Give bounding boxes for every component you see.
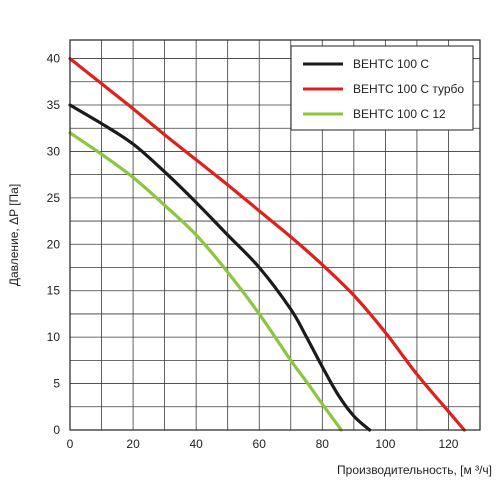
legend-label-ventc-100-c-turbo: ВЕНТС 100 С турбо	[353, 82, 464, 96]
series-lines	[68, 56, 466, 432]
x-tick-label: 120	[438, 437, 458, 451]
series-line-0	[68, 103, 372, 432]
y-axis-title: Давление, ΔP [Па]	[7, 184, 21, 286]
legend-label-ventc-100-c: ВЕНТС 100 С	[353, 57, 429, 71]
tick-labels: 0 20 40 60 80 100 120 0 5 10 15 20 25 30 35 40	[47, 52, 459, 451]
y-tick-label: 35	[47, 98, 61, 112]
y-tick-label: 0	[53, 423, 60, 437]
y-tick-label: 20	[47, 237, 61, 251]
y-tick-label: 5	[53, 377, 60, 391]
plot-frame	[69, 39, 481, 431]
x-tick-label: 80	[316, 437, 330, 451]
x-tick-label: 20	[126, 437, 140, 451]
y-tick-label: 15	[47, 284, 61, 298]
y-tick-label: 30	[47, 144, 61, 158]
series-line-2	[68, 131, 343, 432]
y-tick-label: 25	[47, 191, 61, 205]
y-tick-label: 40	[47, 52, 61, 66]
legend: ВЕНТС 100 С ВЕНТС 100 С турбо ВЕНТС 100 …	[290, 45, 474, 131]
series-line-1	[68, 56, 466, 432]
x-tick-label: 100	[375, 437, 395, 451]
y-tick-label: 10	[47, 330, 61, 344]
x-tick-label: 40	[189, 437, 203, 451]
legend-label-ventc-100-c-12: ВЕНТС 100 С 12	[353, 107, 446, 121]
x-tick-label: 0	[67, 437, 74, 451]
x-tick-label: 60	[253, 437, 267, 451]
x-axis-title: Производительность, [м ³/ч]	[337, 463, 492, 477]
